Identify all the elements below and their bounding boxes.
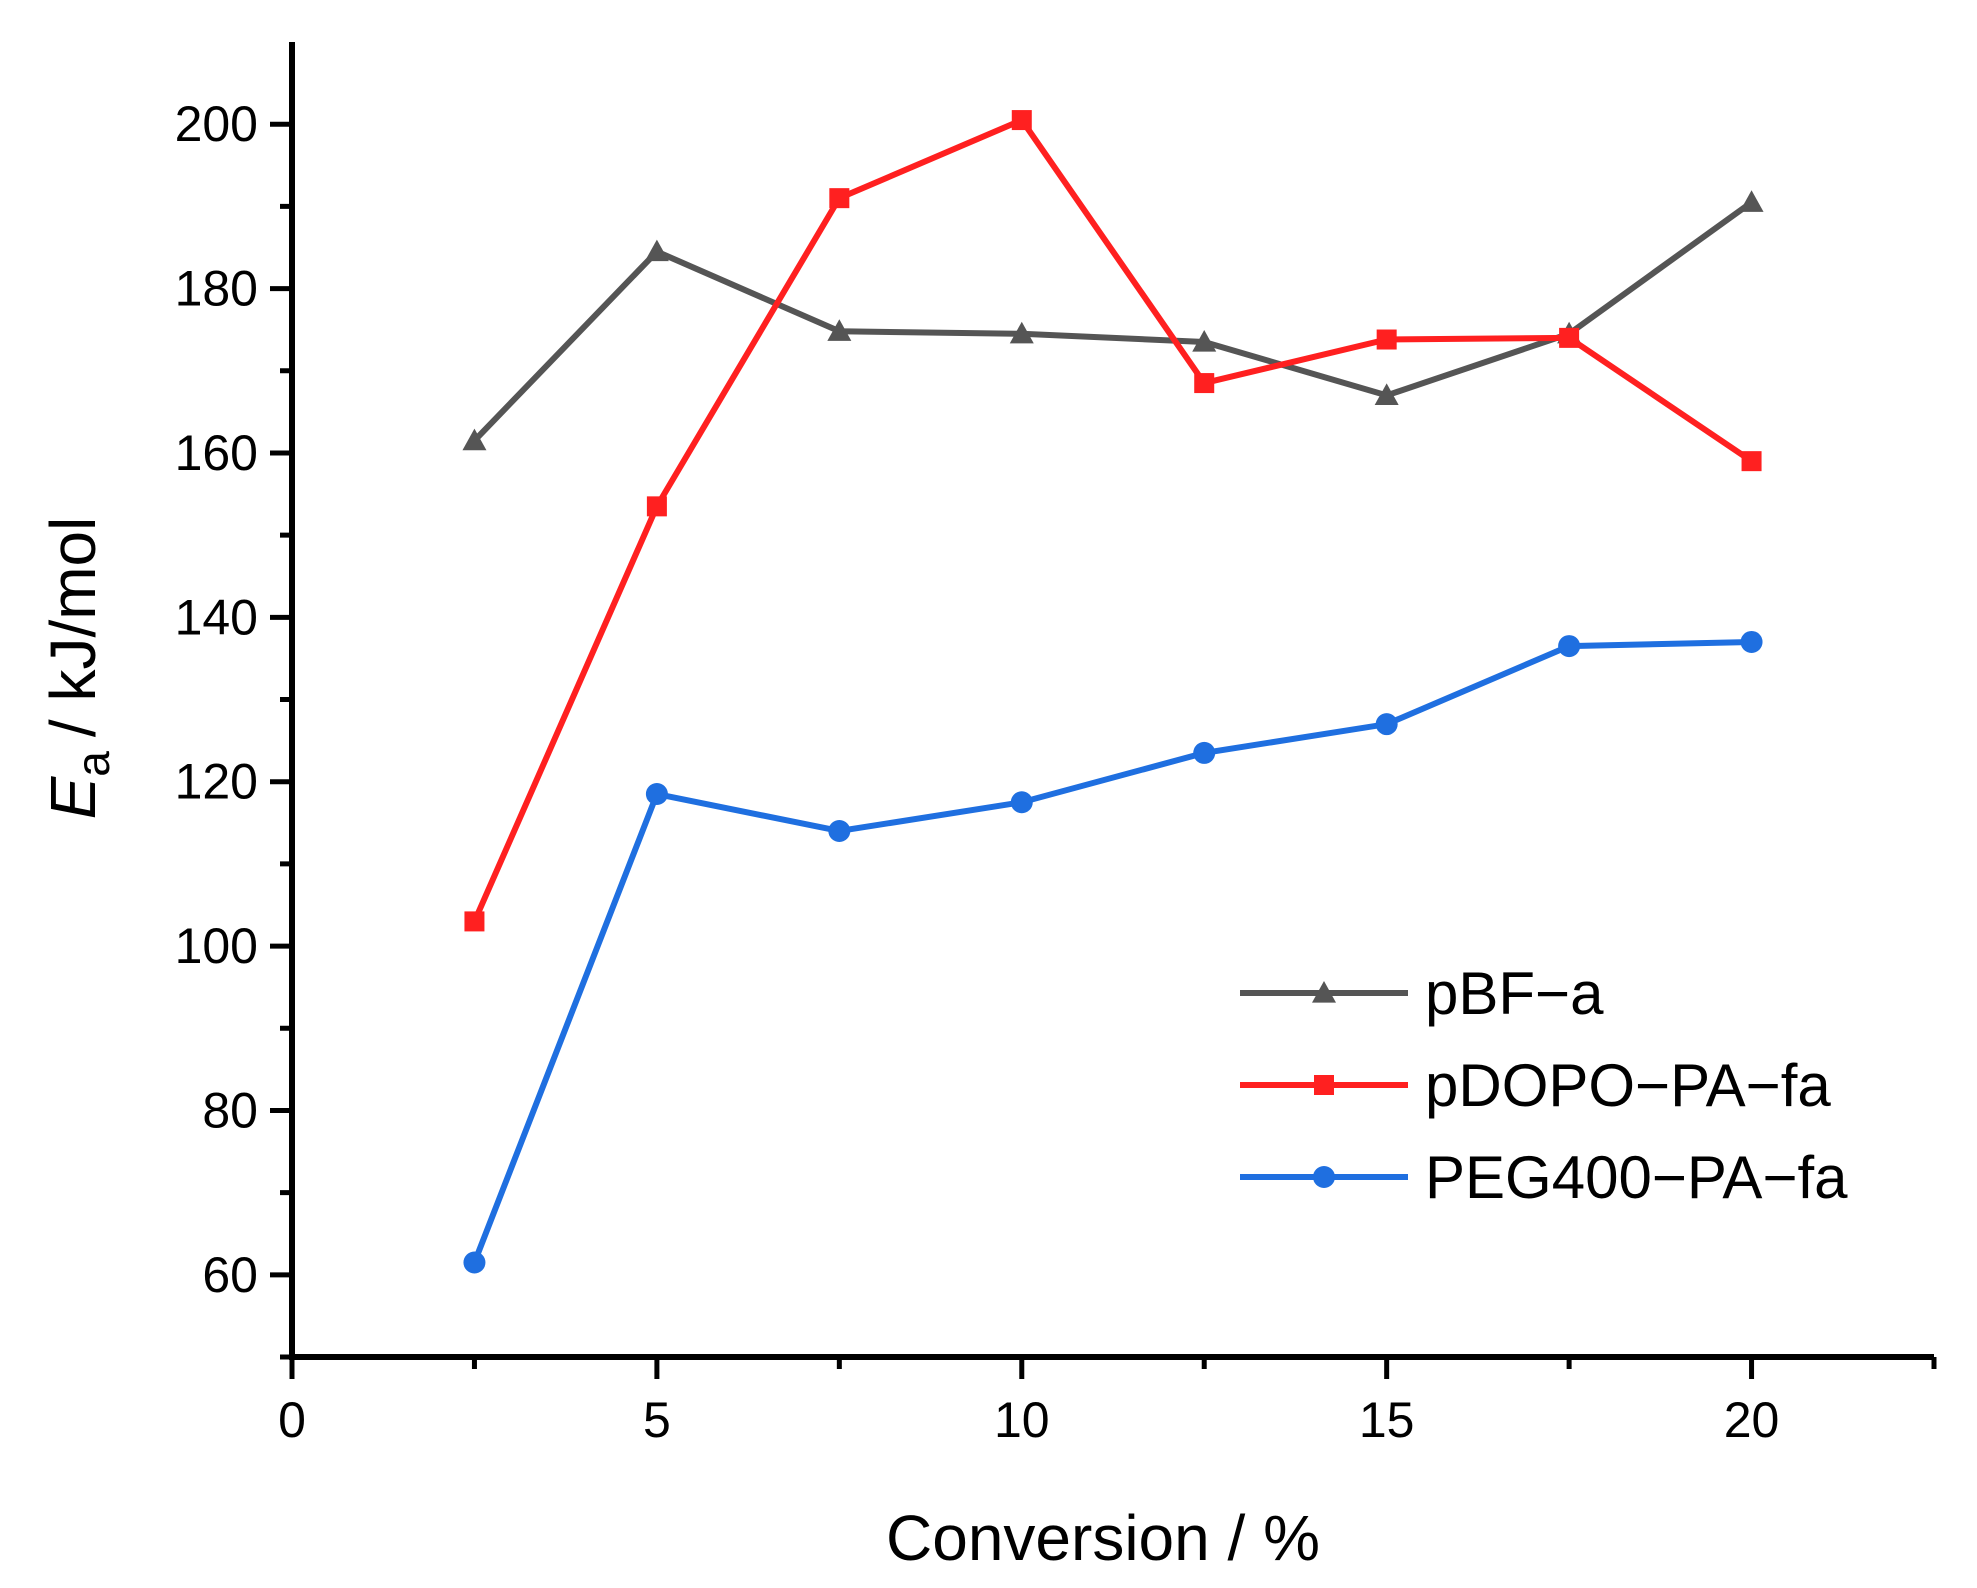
- series-1-point: [1009, 321, 1034, 344]
- series-1-point: [1739, 190, 1764, 212]
- x-tick-label: 0: [278, 1392, 306, 1448]
- series-3: [463, 630, 1763, 1274]
- y-tick-label: 160: [175, 425, 258, 481]
- series-2-point: [1194, 373, 1215, 394]
- series-2-line: [471, 116, 1754, 923]
- series-1-point: [644, 239, 669, 262]
- series-1: [462, 190, 1764, 451]
- series-2-point: [1741, 451, 1762, 472]
- series-2-point: [464, 911, 485, 932]
- y-axis-title-subscript: a: [67, 751, 119, 777]
- series-2-point: [646, 496, 667, 517]
- x-tick-label: 10: [994, 1392, 1050, 1448]
- x-axis-title: Conversion / %: [886, 1502, 1320, 1574]
- series-3-point: [1193, 741, 1216, 764]
- legend-label: pDOPO−PA−fa: [1425, 1052, 1831, 1119]
- legend-label: PEG400−PA−fa: [1425, 1144, 1848, 1211]
- y-tick-label: 60: [202, 1247, 258, 1303]
- series-group: [462, 110, 1764, 1274]
- series-3-point: [828, 820, 851, 842]
- x-tick-label: 15: [1359, 1392, 1415, 1448]
- series-2: [464, 110, 1762, 932]
- y-axis-title: Ea / kJ/mol: [37, 517, 119, 820]
- series-3-point: [1010, 791, 1033, 814]
- y-tick-label: 140: [175, 589, 258, 645]
- series-3-line: [471, 638, 1752, 1264]
- legend-swatch-marker: [1313, 1166, 1335, 1188]
- series-3-point: [1558, 635, 1581, 658]
- y-axis-title-unit: / kJ/mol: [37, 517, 109, 737]
- series-1-line: [472, 199, 1754, 443]
- series-1-point: [462, 428, 487, 451]
- legend-label: pBF−a: [1425, 960, 1604, 1027]
- series-2-point: [1559, 327, 1580, 348]
- series-3-point: [645, 783, 668, 806]
- legend-entry-3: PEG400−PA−fa: [1240, 1144, 1848, 1211]
- legend: pBF−a pDOPO−PA−fa PEG400−PA−fa: [1240, 960, 1848, 1211]
- series-1-point: [1192, 329, 1217, 352]
- series-3-point: [1375, 713, 1398, 736]
- series-3-point: [463, 1251, 486, 1274]
- series-3-point: [1740, 630, 1763, 653]
- x-tick-label: 20: [1724, 1392, 1780, 1448]
- series-2-point: [1011, 110, 1032, 131]
- y-tick-label: 120: [175, 754, 258, 810]
- legend-entry-2: pDOPO−PA−fa: [1240, 1052, 1831, 1119]
- series-1-point: [827, 319, 852, 341]
- y-tick-label: 100: [175, 918, 258, 974]
- y-tick-label: 180: [175, 261, 258, 317]
- y-tick-label: 80: [202, 1082, 258, 1138]
- y-axis-title-symbol: E: [37, 775, 109, 819]
- y-tick-label: 200: [175, 96, 258, 152]
- series-2-point: [829, 188, 850, 209]
- svg-text:Ea/ kJ/mol: Ea / kJ/mol: [37, 517, 119, 820]
- x-tick-label: 5: [643, 1392, 671, 1448]
- axes: 60 80 100 120 140 160 180 200 0 5 10 15 20: [175, 42, 1937, 1448]
- legend-swatch-marker: [1312, 981, 1336, 1003]
- legend-swatch-marker: [1314, 1075, 1334, 1095]
- series-1-point: [1374, 383, 1399, 406]
- legend-entry-1: pBF−a: [1240, 960, 1604, 1027]
- series-2-point: [1376, 329, 1397, 350]
